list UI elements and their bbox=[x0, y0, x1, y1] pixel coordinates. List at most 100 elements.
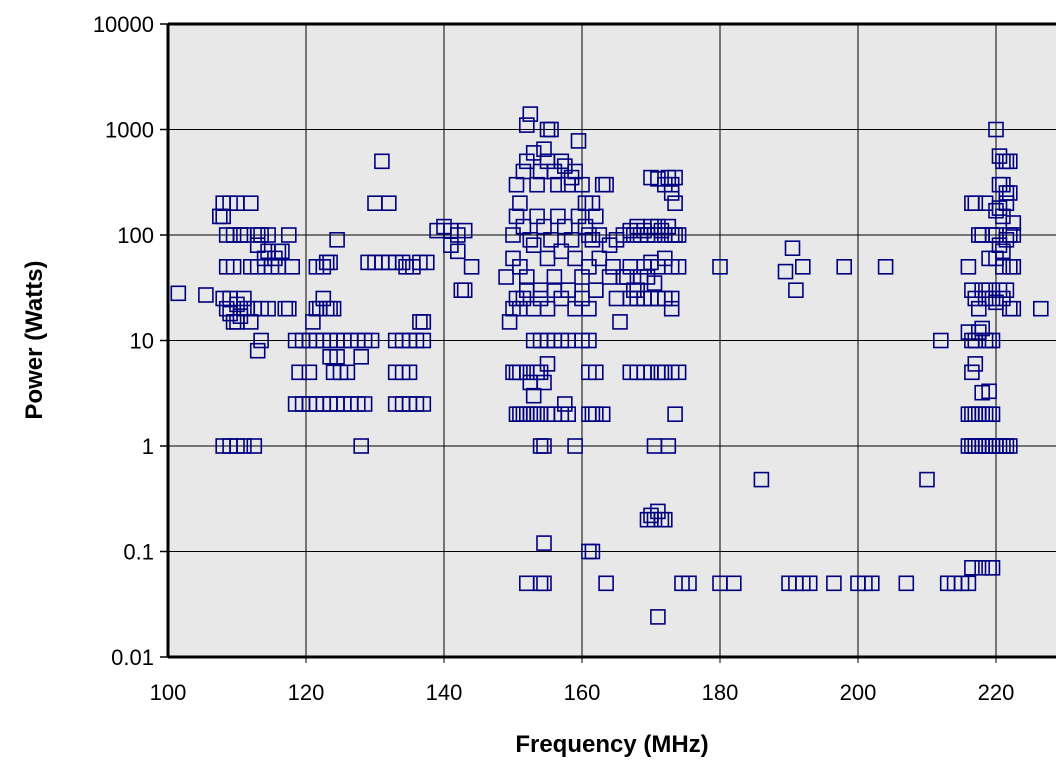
data-point bbox=[1001, 153, 1018, 170]
y-tick-label: 10 bbox=[130, 329, 154, 354]
data-point bbox=[584, 543, 601, 560]
y-tick-label: 0.1 bbox=[123, 540, 154, 565]
data-point bbox=[877, 258, 894, 275]
data-point bbox=[1005, 227, 1022, 243]
y-axis-title: Power (Watts) bbox=[21, 260, 48, 419]
data-point bbox=[456, 222, 473, 239]
data-point bbox=[249, 237, 266, 253]
data-point bbox=[667, 406, 683, 423]
data-point bbox=[536, 535, 552, 551]
data-point bbox=[932, 332, 949, 349]
data-point bbox=[253, 332, 269, 349]
data-point bbox=[463, 258, 480, 275]
data-point bbox=[663, 185, 680, 201]
data-point bbox=[984, 559, 1001, 576]
data-point bbox=[284, 258, 301, 275]
data-point bbox=[291, 364, 307, 381]
data-point bbox=[570, 133, 587, 149]
data-point bbox=[670, 364, 687, 381]
data-point bbox=[863, 575, 880, 592]
data-point bbox=[670, 258, 687, 275]
data-point bbox=[260, 227, 276, 243]
data-point bbox=[515, 163, 532, 180]
data-point bbox=[660, 438, 677, 454]
data-point bbox=[522, 232, 539, 248]
data-point bbox=[274, 243, 290, 260]
data-point bbox=[567, 438, 583, 454]
data-point bbox=[560, 406, 577, 423]
data-point bbox=[584, 232, 601, 248]
data-point bbox=[522, 106, 539, 122]
data-point bbox=[515, 290, 532, 307]
y-tick-labels: 0.01 0.1 1 10 100 1000 10000 bbox=[93, 12, 168, 670]
data-point bbox=[539, 300, 556, 317]
data-point bbox=[670, 227, 687, 243]
data-point bbox=[598, 575, 614, 592]
data-point bbox=[339, 364, 356, 381]
data-point bbox=[329, 348, 345, 365]
data-point bbox=[984, 406, 1001, 423]
data-point bbox=[356, 396, 373, 412]
data-point bbox=[1005, 258, 1022, 275]
data-point bbox=[353, 348, 370, 365]
x-tick-label: 140 bbox=[426, 680, 463, 705]
data-point bbox=[581, 332, 597, 349]
data-point bbox=[536, 374, 552, 391]
data-point bbox=[525, 145, 542, 161]
data-point bbox=[512, 195, 528, 211]
data-point bbox=[236, 300, 252, 317]
data-point bbox=[777, 263, 794, 280]
data-point bbox=[1001, 185, 1018, 201]
data-point bbox=[667, 169, 683, 186]
data-points bbox=[170, 106, 1049, 625]
data-point bbox=[836, 258, 853, 275]
data-point bbox=[529, 176, 545, 193]
y-tick-label: 100 bbox=[117, 223, 154, 248]
data-point bbox=[243, 195, 259, 211]
data-point bbox=[415, 396, 432, 412]
data-point bbox=[418, 254, 435, 271]
data-point bbox=[563, 232, 580, 248]
data-point bbox=[919, 471, 935, 488]
y-tick-label: 0.01 bbox=[111, 645, 154, 670]
data-point bbox=[1001, 438, 1018, 454]
x-tick-label: 180 bbox=[702, 680, 739, 705]
data-point bbox=[753, 471, 770, 488]
data-point bbox=[363, 332, 380, 349]
x-tick-label: 220 bbox=[978, 680, 1015, 705]
data-point bbox=[539, 356, 556, 372]
data-point bbox=[236, 438, 252, 454]
data-point bbox=[801, 575, 818, 592]
data-point bbox=[280, 227, 297, 243]
data-point bbox=[794, 258, 811, 275]
data-point bbox=[964, 282, 980, 299]
data-point bbox=[505, 227, 521, 243]
data-point bbox=[280, 300, 297, 317]
data-point bbox=[584, 195, 601, 211]
data-point bbox=[498, 269, 514, 285]
data-point bbox=[518, 117, 535, 133]
data-point bbox=[453, 282, 470, 299]
data-point bbox=[325, 300, 342, 317]
data-point bbox=[967, 195, 984, 211]
data-point bbox=[501, 314, 518, 330]
data-point bbox=[663, 290, 680, 307]
data-point bbox=[663, 300, 680, 317]
data-point bbox=[246, 438, 263, 454]
data-point bbox=[449, 243, 466, 260]
data-point bbox=[415, 314, 432, 330]
data-point bbox=[587, 208, 604, 225]
data-point bbox=[581, 258, 597, 275]
data-point bbox=[536, 141, 552, 157]
data-point bbox=[995, 208, 1011, 225]
data-point bbox=[998, 282, 1015, 299]
data-point bbox=[301, 364, 318, 381]
data-point bbox=[650, 609, 666, 625]
data-point bbox=[960, 575, 977, 592]
data-point bbox=[788, 282, 804, 299]
data-point bbox=[681, 575, 697, 592]
x-tick-label: 160 bbox=[564, 680, 601, 705]
data-point bbox=[587, 282, 604, 299]
x-tick-labels: 100 120 140 160 180 200 220 bbox=[150, 680, 1015, 705]
